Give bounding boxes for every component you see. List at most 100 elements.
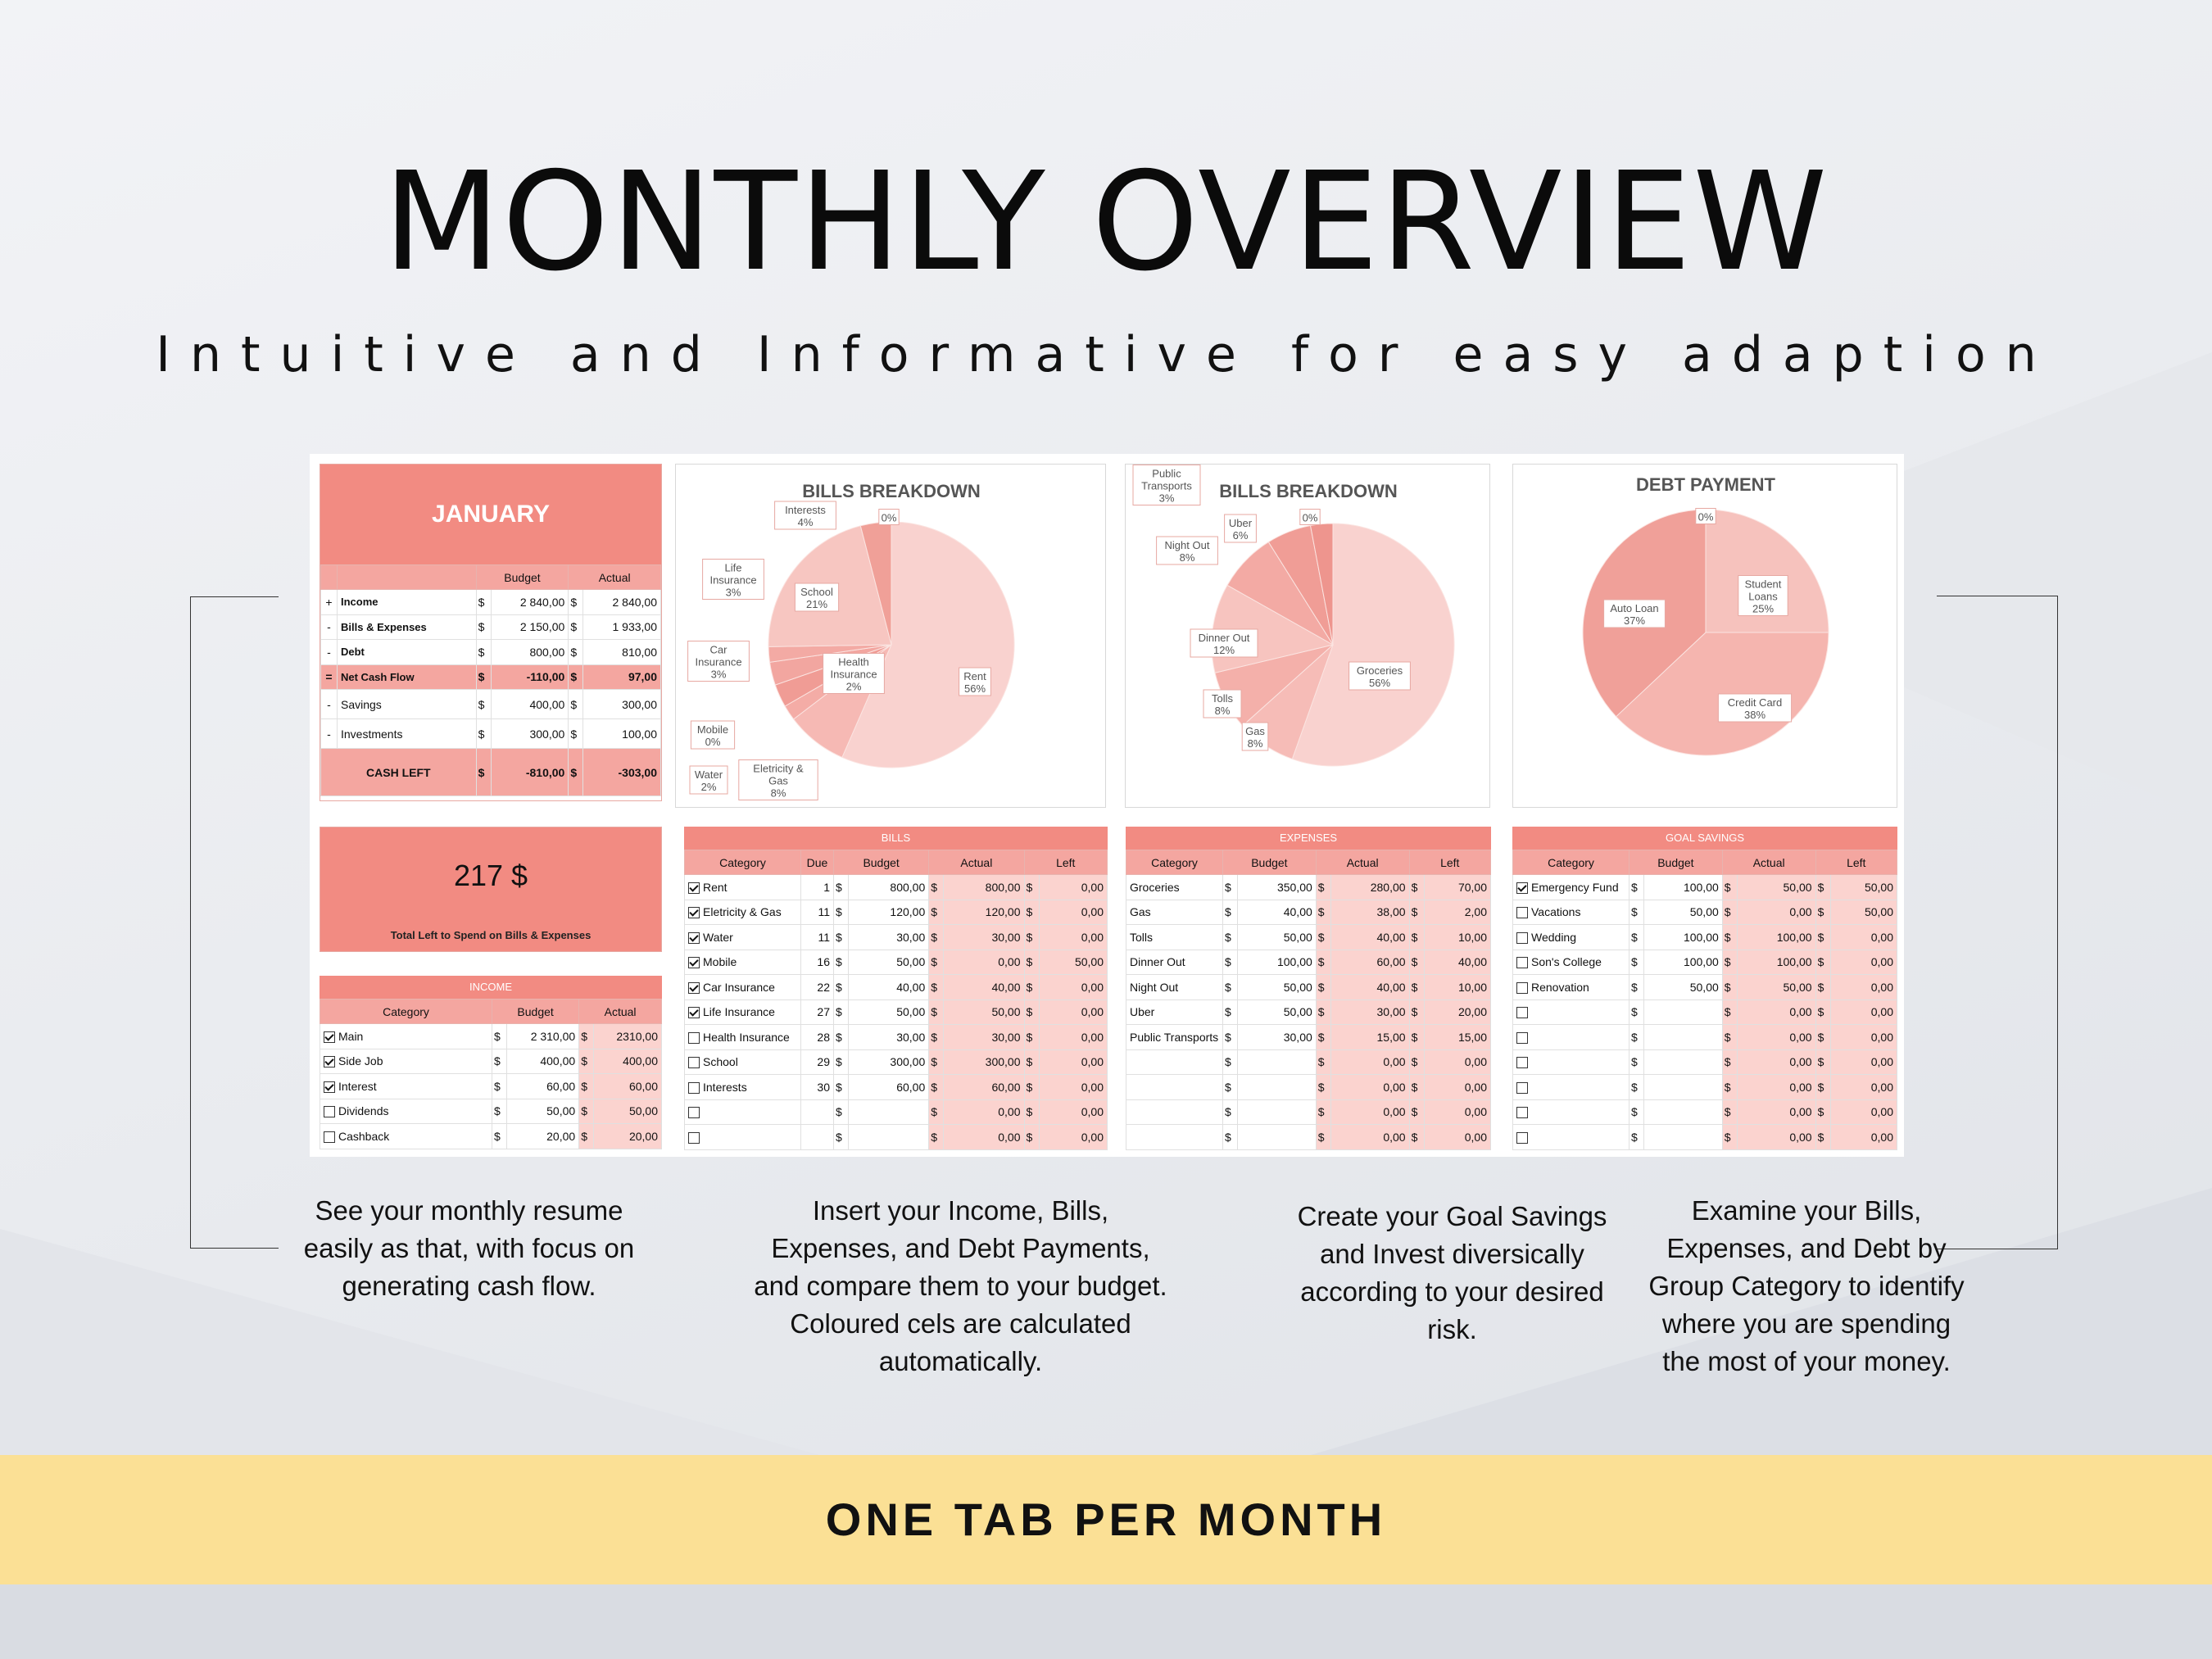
svg-text:Student: Student <box>1745 578 1782 591</box>
checkbox[interactable] <box>1516 981 1528 994</box>
checkbox[interactable] <box>688 1081 700 1094</box>
total-left-label: Total Left to Spend on Bills & Expenses <box>390 929 592 941</box>
checkbox[interactable] <box>324 1106 335 1118</box>
checkbox[interactable] <box>1516 882 1528 894</box>
currency-sign: $ <box>568 614 584 640</box>
month-title: JANUARY <box>320 465 661 564</box>
checkbox[interactable] <box>1516 1131 1528 1144</box>
summary-actual: 2 840,00 <box>582 589 661 615</box>
currency-sign: $ <box>1222 949 1238 975</box>
currency-sign: $ <box>928 874 945 900</box>
amount-cell: 50,00 <box>1643 974 1723 1000</box>
bills-category: Car Insurance <box>684 974 801 1000</box>
checkbox[interactable] <box>688 957 700 969</box>
col-header: Budget <box>1222 850 1317 875</box>
summary-budget: 2 840,00 <box>490 589 569 615</box>
amount-cell: 30,00 <box>847 1024 930 1050</box>
expenses-category: Groceries <box>1126 874 1223 900</box>
expenses-category <box>1126 1074 1223 1100</box>
summary-col-header: Actual <box>568 564 661 590</box>
bills-row: Mobile 16 $50,00 $0,00 $50,00 <box>684 949 1108 975</box>
checkbox[interactable] <box>1516 1057 1528 1069</box>
checkbox[interactable] <box>688 1057 700 1069</box>
currency-sign: $ <box>1315 1049 1331 1075</box>
currency-sign: $ <box>928 899 945 925</box>
currency-sign: $ <box>1815 924 1831 950</box>
amount-cell: 280,00 <box>1330 874 1410 900</box>
expenses-row: $ $0,00 $0,00 <box>1126 1049 1492 1075</box>
checkbox[interactable] <box>1516 957 1528 969</box>
checkbox[interactable] <box>1516 1081 1528 1094</box>
amount-cell: 100,00 <box>1643 874 1723 900</box>
bills-due: 27 <box>800 999 834 1025</box>
pie-slice <box>1291 523 1455 767</box>
checkbox[interactable] <box>688 907 700 919</box>
bills-title: BILLS <box>684 827 1108 850</box>
amount-cell: 0,00 <box>1736 999 1816 1025</box>
currency-sign: $ <box>1815 1099 1831 1125</box>
checkbox[interactable] <box>324 1056 335 1068</box>
col-header: Category <box>1126 850 1223 875</box>
checkbox[interactable] <box>688 1031 700 1044</box>
amount-cell: 0,00 <box>1736 1124 1816 1150</box>
debt-payment-chart: DEBT PAYMENT Student Loans 25% Credit Card 38… <box>1512 464 1897 808</box>
currency-sign: $ <box>1023 924 1040 950</box>
amount-cell: 0,00 <box>1736 1049 1816 1075</box>
col-op <box>320 564 338 590</box>
expenses-category: Tolls <box>1126 924 1223 950</box>
col-header: Category <box>1512 850 1630 875</box>
currency-sign: $ <box>1721 1074 1738 1100</box>
income-row: Side Job $400,00 $400,00 <box>320 1048 662 1074</box>
total-left-panel: 217 $ Total Left to Spend on Bills & Exp… <box>320 827 662 952</box>
summary-op: + <box>320 589 338 615</box>
svg-text:3%: 3% <box>726 587 741 599</box>
svg-text:Car: Car <box>710 644 728 656</box>
checkbox[interactable] <box>688 981 700 994</box>
currency-sign: $ <box>475 589 492 615</box>
checkbox[interactable] <box>1516 907 1528 919</box>
amount-cell: 50,00 <box>1237 974 1317 1000</box>
goal-row: $ $0,00 $0,00 <box>1512 1099 1898 1125</box>
currency-sign: $ <box>1023 999 1040 1025</box>
currency-sign: $ <box>1315 1124 1331 1150</box>
checkbox[interactable] <box>688 882 700 894</box>
checkbox[interactable] <box>688 931 700 944</box>
goal-category <box>1512 1024 1630 1050</box>
currency-sign: $ <box>833 874 849 900</box>
currency-sign: $ <box>1408 899 1425 925</box>
currency-sign: $ <box>1815 899 1831 925</box>
bills-due: 16 <box>800 949 834 975</box>
svg-text:Uber: Uber <box>1229 517 1253 529</box>
checkbox[interactable] <box>1516 1007 1528 1019</box>
amount-cell: 2310,00 <box>593 1023 662 1049</box>
currency-sign: $ <box>1629 924 1644 950</box>
checkbox[interactable] <box>688 1007 700 1019</box>
currency-sign: $ <box>1815 999 1831 1025</box>
currency-sign: $ <box>568 664 584 690</box>
svg-text:Rent: Rent <box>963 670 986 682</box>
summary-label: Debt <box>337 639 477 665</box>
checkbox[interactable] <box>1516 1031 1528 1044</box>
checkbox[interactable] <box>324 1031 335 1043</box>
summary-row: - Debt $ 800,00 $ 810,00 <box>320 639 661 665</box>
checkbox[interactable] <box>1516 1107 1528 1119</box>
svg-text:Gas: Gas <box>1245 725 1265 737</box>
checkbox[interactable] <box>688 1107 700 1119</box>
bills-category: Health Insurance <box>684 1024 801 1050</box>
currency-sign: $ <box>928 949 945 975</box>
bills-category: Mobile <box>684 949 801 975</box>
currency-sign: $ <box>833 1099 849 1125</box>
checkbox[interactable] <box>324 1081 335 1093</box>
checkbox[interactable] <box>688 1131 700 1144</box>
currency-sign: $ <box>1408 999 1425 1025</box>
svg-text:25%: 25% <box>1752 603 1774 615</box>
currency-sign: $ <box>1408 1024 1425 1050</box>
goal-row: $ $0,00 $0,00 <box>1512 999 1898 1025</box>
expenses-pie-svg: BILLS BREAKDOWNGroceries56%Gas8%Tolls8%D… <box>1132 465 1455 767</box>
amount-cell: 20,00 <box>593 1123 662 1149</box>
currency-sign: $ <box>1023 1024 1040 1050</box>
checkbox[interactable] <box>324 1131 335 1143</box>
checkbox[interactable] <box>1516 931 1528 944</box>
